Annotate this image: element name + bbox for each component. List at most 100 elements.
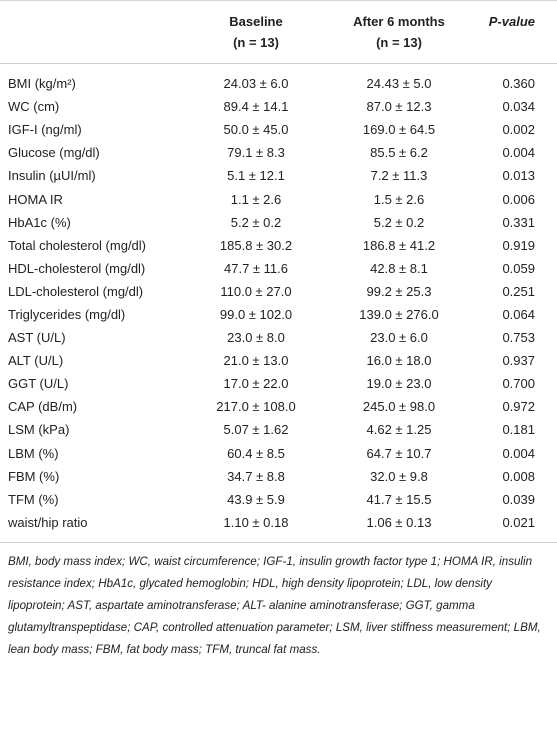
baseline-value: 21.0 ± 13.0 [223, 353, 289, 369]
table-row: FBM (%) 34.7 ± 8.8 32.0 ± 9.8 0.008 [0, 465, 557, 488]
table-row: Glucose (mg/dl) 79.1 ± 8.3 85.5 ± 6.2 0.004 [0, 141, 557, 164]
followup-value: 99.2 ± 25.3 [366, 283, 432, 299]
table-row: WC (cm) 89.4 ± 14.1 87.0 ± 12.3 0.034 [0, 95, 557, 118]
row-label: LSM (kPa) [8, 422, 70, 438]
table-row: HbA1c (%) 5.2 ± 0.2 5.2 ± 0.2 0.331 [0, 211, 557, 234]
p-value: 0.002 [502, 122, 535, 138]
row-label: TFM (%) [8, 491, 59, 507]
table-row: LSM (kPa) 5.07 ± 1.62 4.62 ± 1.25 0.181 [0, 418, 557, 441]
baseline-value: 23.0 ± 8.0 [227, 330, 285, 346]
data-table: Baseline (n = 13) After 6 months (n = 13… [0, 0, 557, 543]
p-value: 0.700 [502, 376, 535, 392]
baseline-value: 89.4 ± 14.1 [223, 99, 289, 115]
table-row: IGF-I (ng/ml) 50.0 ± 45.0 169.0 ± 64.5 0.00… [0, 118, 557, 141]
p-value: 0.004 [502, 445, 535, 461]
baseline-value: 34.7 ± 8.8 [227, 468, 285, 484]
row-label: HDL-cholesterol (mg/dl) [8, 260, 146, 276]
followup-value: 1.06 ± 0.13 [325, 510, 473, 543]
row-label: GGT (U/L) [8, 376, 69, 392]
row-label: ALT (U/L) [8, 353, 64, 369]
followup-value: 7.2 ± 11.3 [370, 168, 428, 184]
baseline-value: 47.7 ± 11.6 [224, 260, 288, 276]
followup-value: 87.0 ± 12.3 [366, 99, 432, 115]
row-label: waist/hip ratio [0, 510, 187, 543]
header-subtitle: (n = 13) [233, 35, 279, 50]
followup-value: 24.43 ± 5.0 [366, 76, 432, 92]
row-label: Glucose (mg/dl) [8, 145, 100, 161]
row-label: CAP (dB/m) [8, 399, 78, 415]
table-row: AST (U/L) 23.0 ± 8.0 23.0 ± 6.0 0.753 [0, 326, 557, 349]
followup-value: 186.8 ± 41.2 [362, 237, 436, 253]
table-row: Total cholesterol (mg/dl) 185.8 ± 30.2 186… [0, 234, 557, 257]
header-cell: After 6 months (n = 13) [325, 0, 473, 64]
table-row: HOMA IR 1.1 ± 2.6 1.5 ± 2.6 0.006 [0, 187, 557, 210]
table-row: Insulin (µUI/ml) 5.1 ± 12.1 7.2 ± 11.3 0.01… [0, 164, 557, 187]
row-label: Insulin (µUI/ml) [8, 168, 96, 184]
table-row: CAP (dB/m) 217.0 ± 108.0 245.0 ± 98.0 0.972 [0, 395, 557, 418]
followup-value: 169.0 ± 64.5 [362, 122, 436, 138]
row-label: HOMA IR [8, 191, 63, 207]
row-label: Triglycerides (mg/dl) [8, 306, 126, 322]
table-header: Baseline (n = 13) After 6 months (n = 13… [0, 0, 557, 64]
baseline-value: 217.0 ± 108.0 [216, 399, 296, 415]
p-value: 0.064 [502, 306, 535, 322]
header-title: P-value [488, 14, 535, 29]
row-label: WC (cm) [8, 99, 60, 115]
table-row: TFM (%) 43.9 ± 5.9 41.7 ± 15.5 0.039 [0, 488, 557, 511]
row-label: LDL-cholesterol (mg/dl) [8, 283, 144, 299]
baseline-value: 5.07 ± 1.62 [223, 422, 289, 438]
p-value: 0.034 [502, 99, 535, 115]
header-row: Baseline (n = 13) After 6 months (n = 13… [0, 0, 557, 64]
row-label: LBM (%) [8, 445, 59, 461]
p-value: 0.008 [502, 468, 535, 484]
baseline-value: 99.0 ± 102.0 [219, 306, 293, 322]
header-title: Baseline [229, 14, 283, 29]
table-row: LBM (%) 60.4 ± 8.5 64.7 ± 10.7 0.004 [0, 442, 557, 465]
footnote: BMI, body mass index; WC, waist circumfe… [8, 554, 541, 656]
followup-value: 23.0 ± 6.0 [370, 330, 428, 346]
table-row: LDL-cholesterol (mg/dl) 110.0 ± 27.0 99.2 … [0, 280, 557, 303]
table-row: HDL-cholesterol (mg/dl) 47.7 ± 11.6 42.8 ±… [0, 257, 557, 280]
table-row: GGT (U/L) 17.0 ± 22.0 19.0 ± 23.0 0.700 [0, 372, 557, 395]
followup-value: 41.7 ± 15.5 [366, 491, 432, 507]
p-value: 0.181 [502, 422, 535, 438]
followup-value: 245.0 ± 98.0 [362, 399, 436, 415]
header-cell [0, 0, 187, 64]
header-title: After 6 months [353, 14, 445, 29]
baseline-value: 79.1 ± 8.3 [227, 145, 285, 161]
row-label: HbA1c (%) [8, 214, 71, 230]
followup-value: 42.8 ± 8.1 [370, 260, 428, 276]
followup-value: 1.5 ± 2.6 [373, 191, 425, 207]
baseline-value: 43.9 ± 5.9 [227, 491, 285, 507]
baseline-value: 1.1 ± 2.6 [230, 191, 282, 207]
p-value: 0.937 [502, 353, 535, 369]
followup-value: 32.0 ± 9.8 [370, 468, 428, 484]
header-cell: Baseline (n = 13) [187, 0, 325, 64]
p-value: 0.059 [502, 260, 535, 276]
table-row: Triglycerides (mg/dl) 99.0 ± 102.0 139.0 ±… [0, 303, 557, 326]
baseline-value: 24.03 ± 6.0 [223, 76, 289, 92]
baseline-value: 185.8 ± 30.2 [219, 237, 293, 253]
baseline-value: 5.1 ± 12.1 [227, 168, 285, 184]
p-value: 0.039 [502, 491, 535, 507]
header-subtitle: (n = 13) [376, 35, 422, 50]
table-row: BMI (kg/m²) 24.03 ± 6.0 24.43 ± 5.0 0.360 [0, 64, 557, 96]
row-label: IGF-I (ng/ml) [8, 122, 82, 138]
p-value: 0.972 [502, 399, 535, 415]
p-value: 0.013 [502, 168, 535, 184]
table-row: ALT (U/L) 21.0 ± 13.0 16.0 ± 18.0 0.937 [0, 349, 557, 372]
followup-value: 5.2 ± 0.2 [373, 214, 425, 230]
baseline-value: 110.0 ± 27.0 [220, 283, 292, 299]
table-row: waist/hip ratio 1.10 ± 0.18 1.06 ± 0.13 0.0… [0, 510, 557, 543]
p-value: 0.021 [473, 510, 557, 543]
followup-value: 64.7 ± 10.7 [366, 445, 432, 461]
followup-value: 139.0 ± 276.0 [359, 306, 439, 322]
p-value: 0.919 [502, 237, 535, 253]
followup-value: 4.62 ± 1.25 [366, 422, 432, 438]
p-value: 0.360 [502, 76, 535, 92]
p-value: 0.251 [502, 283, 535, 299]
header-cell: P-value [473, 0, 557, 64]
followup-value: 85.5 ± 6.2 [370, 145, 428, 161]
baseline-value: 60.4 ± 8.5 [227, 445, 285, 461]
